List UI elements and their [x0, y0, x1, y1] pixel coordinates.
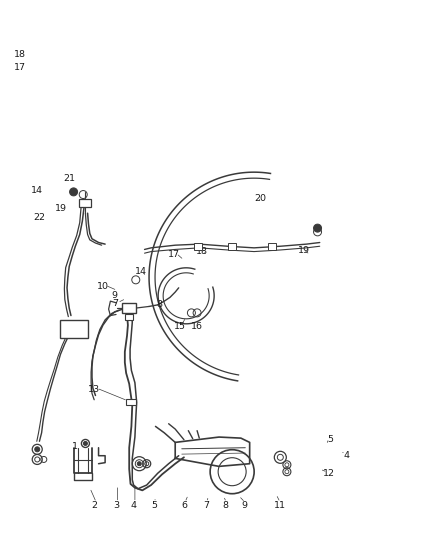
Text: 3: 3 [113, 501, 119, 510]
Text: 9: 9 [241, 501, 247, 510]
Text: 20: 20 [254, 194, 267, 203]
Text: 22: 22 [33, 213, 46, 222]
Text: 16: 16 [191, 322, 203, 330]
Text: 14: 14 [31, 187, 43, 195]
Bar [194, 243, 202, 251]
Text: 9: 9 [112, 292, 118, 300]
Bar [268, 243, 276, 251]
Text: 17: 17 [168, 250, 180, 259]
Text: 5: 5 [152, 501, 158, 510]
Bar [60, 320, 88, 338]
Bar [122, 303, 136, 313]
Text: 19: 19 [298, 246, 311, 255]
Text: 12: 12 [322, 469, 335, 478]
Text: 5: 5 [327, 435, 333, 443]
Text: 15: 15 [173, 322, 186, 330]
Text: 18: 18 [195, 247, 208, 256]
Text: 4: 4 [131, 501, 137, 510]
Text: 7: 7 [112, 300, 118, 308]
Text: 14: 14 [135, 268, 147, 276]
Text: 11: 11 [273, 501, 286, 510]
Circle shape [137, 462, 141, 466]
Text: 6: 6 [181, 501, 187, 510]
Text: 21: 21 [63, 174, 75, 183]
Circle shape [314, 224, 321, 232]
Circle shape [70, 188, 78, 196]
Text: 4: 4 [343, 451, 349, 460]
Text: 1: 1 [71, 442, 78, 451]
Bar [79, 198, 92, 207]
Circle shape [35, 447, 40, 452]
Text: 17: 17 [14, 63, 26, 72]
Text: 8: 8 [223, 501, 229, 510]
Text: 8: 8 [157, 301, 163, 309]
Text: 18: 18 [14, 51, 26, 59]
Text: 10: 10 [97, 282, 109, 290]
Bar [228, 243, 236, 251]
Text: 13: 13 [88, 385, 100, 393]
Text: 19: 19 [54, 205, 67, 213]
Text: 7: 7 [203, 501, 209, 510]
Circle shape [83, 441, 88, 446]
Bar [125, 314, 133, 320]
Text: 2: 2 [91, 501, 97, 510]
Bar [127, 399, 136, 406]
